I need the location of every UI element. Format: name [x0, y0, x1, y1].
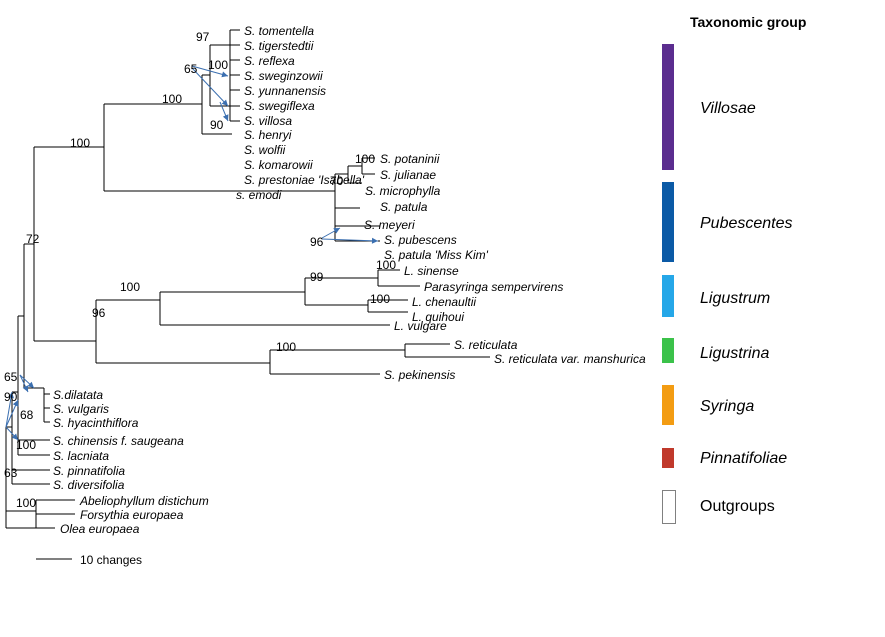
taxon-label: S. pubescens [384, 233, 457, 247]
bootstrap-value: 90 [4, 390, 17, 404]
bootstrap-value: 68 [20, 408, 33, 422]
bootstrap-value: 96 [92, 306, 105, 320]
taxon-label: S. reticulata [454, 338, 517, 352]
bootstrap-value: 100 [16, 496, 36, 510]
bootstrap-value: 99 [310, 270, 323, 284]
arrow-head-icon [372, 238, 378, 244]
bootstrap-value: 100 [370, 292, 390, 306]
taxon-label: S. pekinensis [384, 368, 455, 382]
bootstrap-value: 90 [210, 118, 223, 132]
bootstrap-value: 100 [16, 438, 36, 452]
taxon-label: S. diversifolia [53, 478, 124, 492]
taxon-label: S. tigerstedtii [244, 39, 313, 53]
legend-swatch-icon [662, 275, 674, 317]
taxon-label: Olea europaea [60, 522, 139, 536]
scale-label: 10 changes [80, 553, 142, 567]
bootstrap-value: 97 [196, 30, 209, 44]
taxon-label: S. reticulata var. manshurica [494, 352, 646, 366]
bootstrap-value: 96 [310, 235, 323, 249]
bootstrap-value: 65 [4, 370, 17, 384]
bootstrap-value: 100 [276, 340, 296, 354]
bootstrap-value: 100 [376, 258, 396, 272]
taxon-label: s. emodi [236, 188, 281, 202]
legend-item-label: Pubescentes [700, 215, 793, 233]
taxon-label: S. prestoniae 'Isabella' [244, 173, 364, 187]
legend-item-label: Villosae [700, 100, 756, 118]
taxon-label: S. potaninii [380, 152, 439, 166]
legend-swatch-icon [662, 182, 674, 262]
taxon-label: S. julianae [380, 168, 436, 182]
taxon-label: S. yunnanensis [244, 84, 326, 98]
taxon-label: S. pinnatifolia [53, 464, 125, 478]
taxon-label: S. lacniata [53, 449, 109, 463]
bootstrap-value: 100 [120, 280, 140, 294]
legend-item-label: Ligustrina [700, 345, 769, 363]
bootstrap-value: 70 [330, 174, 343, 188]
legend-swatch-icon [662, 338, 674, 363]
legend-title: Taxonomic group [690, 14, 806, 30]
taxon-label: S. patula 'Miss Kim' [384, 248, 488, 262]
bootstrap-value: 100 [355, 152, 375, 166]
bootstrap-value: 100 [162, 92, 182, 106]
taxon-label: S. chinensis f. saugeana [53, 434, 184, 448]
taxon-label: S.dilatata [53, 388, 103, 402]
legend-item-label: Pinnatifoliae [700, 450, 787, 468]
legend-swatch-icon [662, 448, 674, 468]
bootstrap-value: 72 [26, 232, 39, 246]
taxon-label: S. meyeri [364, 218, 415, 232]
legend-item-label: Outgroups [700, 498, 775, 516]
taxon-label: S. villosa [244, 114, 292, 128]
taxon-label: Parasyringa sempervirens [424, 280, 563, 294]
taxon-label: S. sweginzowii [244, 69, 323, 83]
taxon-label: L. sinense [404, 264, 459, 278]
bootstrap-value: 100 [70, 136, 90, 150]
bootstrap-value: 65 [184, 62, 197, 76]
legend-swatch-icon [662, 385, 674, 425]
legend-item-label: Ligustrum [700, 290, 770, 308]
legend-swatch-icon [662, 44, 674, 170]
taxon-label: S. vulgaris [53, 402, 109, 416]
taxon-label: S. wolfii [244, 143, 285, 157]
taxon-label: L. vulgare [394, 319, 447, 333]
taxon-label: Forsythia europaea [80, 508, 183, 522]
taxon-label: S. komarowii [244, 158, 313, 172]
arrow-head-icon [221, 72, 228, 78]
legend-swatch-icon [662, 490, 676, 524]
taxon-label: S. patula [380, 200, 427, 214]
taxon-label: S. reflexa [244, 54, 295, 68]
bootstrap-value: 100 [208, 58, 228, 72]
taxon-label: S. tomentella [244, 24, 314, 38]
legend-item-label: Syringa [700, 398, 754, 416]
taxon-label: S. swegiflexa [244, 99, 315, 113]
bootstrap-value: 63 [4, 466, 17, 480]
taxon-label: S. microphylla [365, 184, 440, 198]
taxon-label: S. henryi [244, 128, 291, 142]
taxon-label: L. chenaultii [412, 295, 476, 309]
taxon-label: Abeliophyllum distichum [80, 494, 209, 508]
taxon-label: S. hyacinthiflora [53, 416, 138, 430]
